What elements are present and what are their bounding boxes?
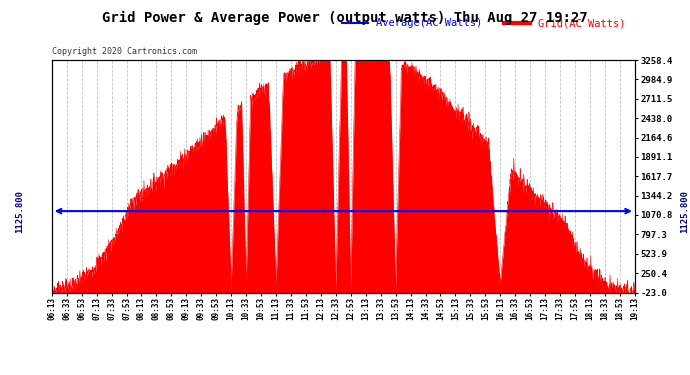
Text: Grid Power & Average Power (output watts) Thu Aug 27 19:27: Grid Power & Average Power (output watts… (102, 11, 588, 26)
Text: 1125.800: 1125.800 (15, 190, 24, 232)
Legend: Average(AC Watts), Grid(AC Watts): Average(AC Watts), Grid(AC Watts) (338, 14, 629, 32)
Text: Copyright 2020 Cartronics.com: Copyright 2020 Cartronics.com (52, 47, 197, 56)
Text: 1125.800: 1125.800 (680, 190, 689, 232)
